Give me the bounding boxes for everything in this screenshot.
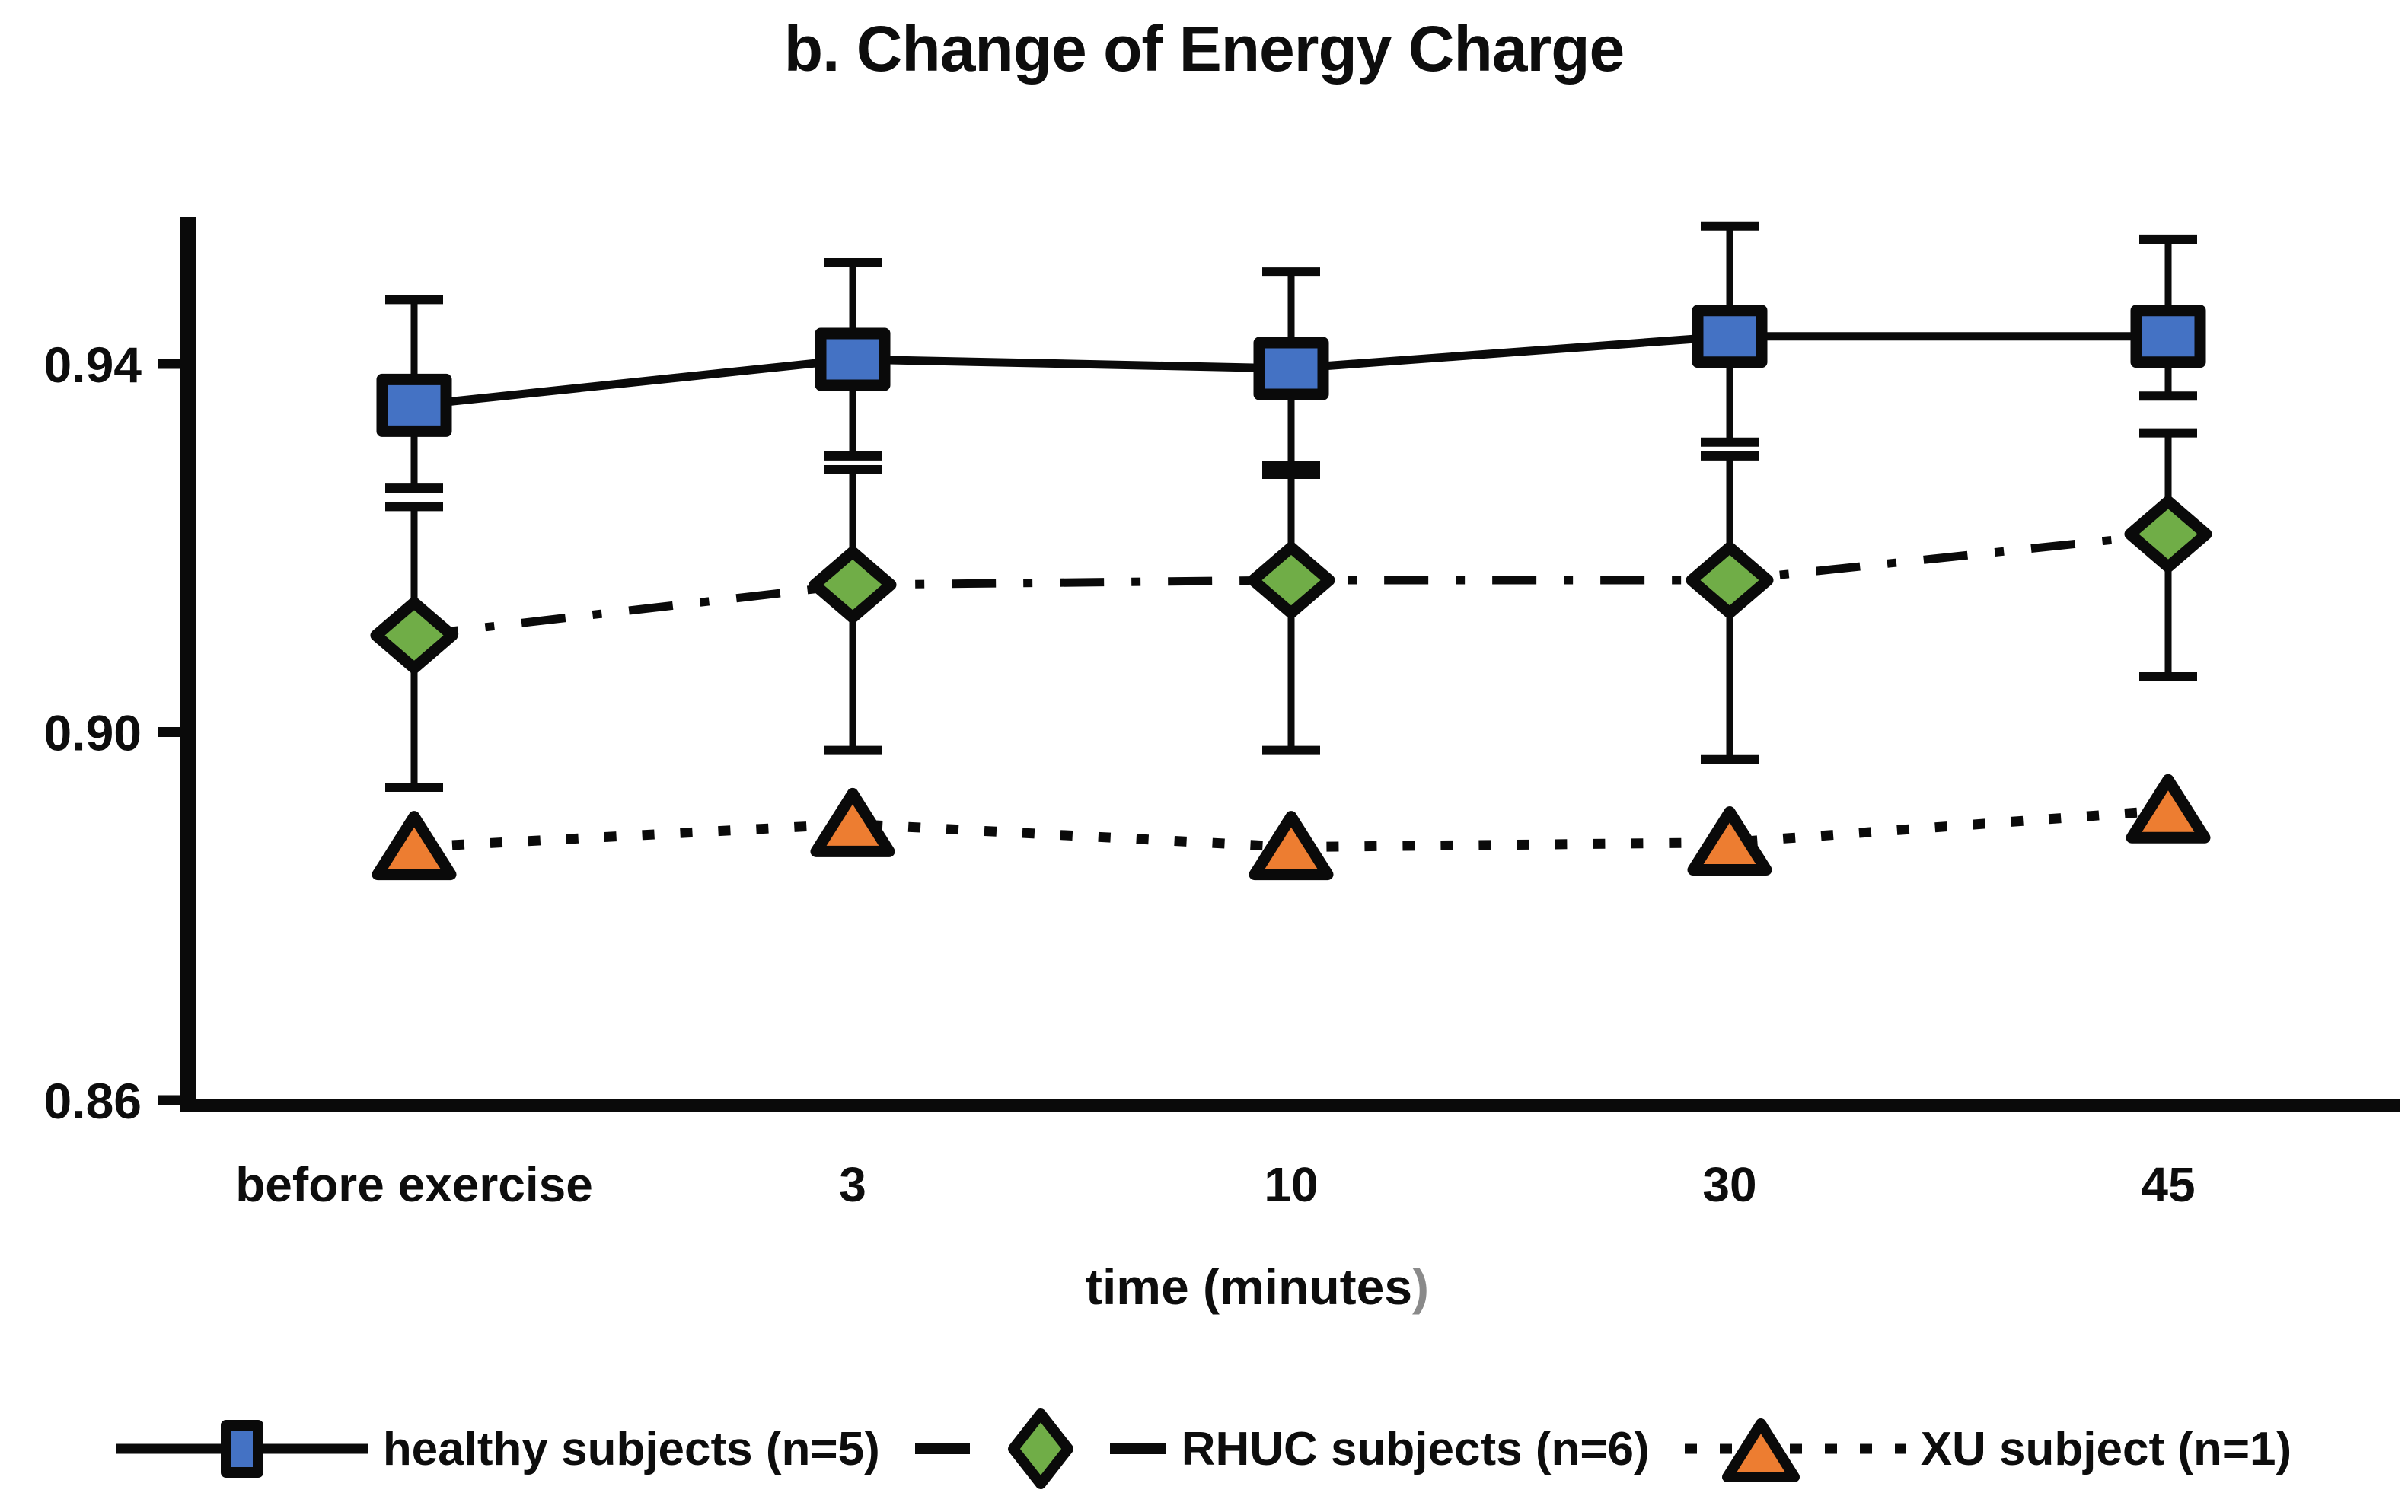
square-marker: [1253, 337, 1329, 400]
triangle-marker: [1249, 811, 1334, 881]
diamond-marker: [1007, 1408, 1073, 1489]
legend-swatch-rhuc-icon: [914, 1408, 1166, 1489]
triangle-marker: [372, 811, 457, 881]
legend-item-xu: XU subject (n=1): [1684, 1407, 2292, 1491]
x-axis-title: time (minutes): [107, 1258, 2408, 1316]
diamond-marker: [1247, 541, 1335, 619]
legend-item-rhuc: RHUC subjects (n=6): [914, 1407, 1650, 1491]
x-axis-title-text: time (minutes: [1085, 1258, 1413, 1315]
x-tick-label: before exercise: [235, 1157, 593, 1212]
triangle-marker: [810, 787, 895, 857]
diamond-marker: [370, 597, 458, 675]
legend-swatch-healthy-icon: [116, 1420, 368, 1478]
diamond-marker: [2124, 496, 2212, 573]
legend-label-rhuc: RHUC subjects (n=6): [1181, 1422, 1650, 1475]
square-marker: [1692, 305, 1768, 368]
square-marker: [2130, 305, 2206, 368]
x-tick-label: 30: [1702, 1157, 1756, 1212]
triangle-marker: [1687, 806, 1772, 876]
x-axis-title-paren: ): [1412, 1258, 1430, 1315]
chart-title: b. Change of Energy Charge: [783, 13, 1625, 85]
legend: healthy subjects (n=5) RHUC subjects (n=…: [0, 1407, 2408, 1491]
x-tick-label: 3: [839, 1157, 866, 1212]
diamond-marker: [809, 546, 897, 624]
square-marker: [376, 373, 452, 437]
diamond-marker: [1686, 541, 1774, 619]
y-tick-label: 0.90: [44, 704, 142, 761]
legend-swatch-xu-icon: [1684, 1418, 1906, 1482]
triangle-marker: [1721, 1418, 1800, 1482]
square-marker: [220, 1420, 263, 1478]
legend-item-healthy: healthy subjects (n=5): [116, 1407, 880, 1491]
legend-label-xu: XU subject (n=1): [1920, 1422, 2292, 1475]
legend-label-healthy: healthy subjects (n=5): [382, 1422, 880, 1475]
y-tick-label: 0.94: [44, 337, 142, 393]
x-tick-label: 10: [1264, 1157, 1318, 1212]
triangle-marker: [2126, 774, 2211, 844]
x-tick-label: 45: [2141, 1157, 2195, 1212]
y-tick-label: 0.86: [44, 1073, 142, 1129]
square-marker: [815, 327, 891, 391]
